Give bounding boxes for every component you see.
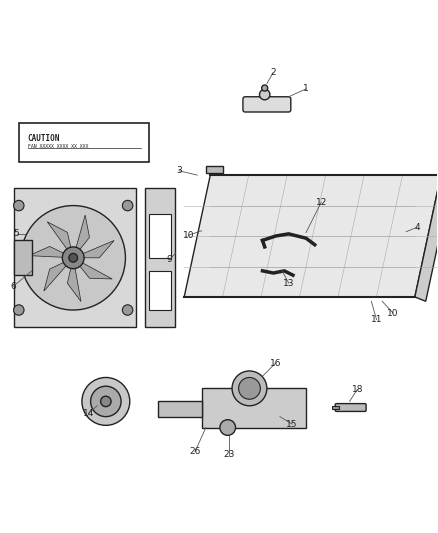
Circle shape — [232, 371, 267, 406]
Text: 5: 5 — [14, 229, 20, 238]
Circle shape — [62, 247, 84, 269]
Circle shape — [21, 206, 125, 310]
Bar — [149, 271, 171, 310]
Bar — [14, 188, 136, 327]
Text: CAUTION: CAUTION — [28, 134, 60, 143]
Polygon shape — [201, 389, 306, 427]
Bar — [158, 401, 201, 417]
Polygon shape — [206, 166, 223, 173]
Text: 14: 14 — [83, 409, 94, 418]
Circle shape — [14, 200, 24, 211]
Text: 4: 4 — [414, 223, 420, 232]
Polygon shape — [73, 215, 89, 258]
Bar — [145, 188, 176, 327]
Text: 23: 23 — [223, 450, 234, 459]
Polygon shape — [67, 258, 81, 302]
Polygon shape — [47, 222, 73, 258]
Text: 10: 10 — [183, 231, 194, 240]
Circle shape — [82, 377, 130, 425]
Circle shape — [220, 419, 236, 435]
Text: 12: 12 — [316, 198, 327, 207]
Polygon shape — [29, 246, 73, 258]
Circle shape — [259, 90, 270, 100]
Polygon shape — [73, 258, 112, 279]
Circle shape — [261, 85, 268, 91]
Bar — [149, 214, 171, 258]
Polygon shape — [73, 240, 114, 258]
Circle shape — [14, 305, 24, 315]
Circle shape — [101, 396, 111, 407]
Bar — [19, 123, 149, 162]
Text: 13: 13 — [283, 279, 294, 287]
Circle shape — [91, 386, 121, 417]
Circle shape — [122, 200, 133, 211]
Polygon shape — [44, 258, 73, 291]
Text: 15: 15 — [286, 419, 298, 429]
Circle shape — [239, 377, 260, 399]
Text: 3: 3 — [176, 166, 182, 175]
Text: FAN XXXXX XXXX XX XXX: FAN XXXXX XXXX XX XXX — [28, 144, 88, 149]
Text: 2: 2 — [270, 68, 276, 77]
Text: 9: 9 — [166, 255, 172, 264]
Bar — [332, 406, 339, 409]
Text: 6: 6 — [11, 281, 17, 290]
FancyBboxPatch shape — [335, 403, 366, 411]
FancyBboxPatch shape — [243, 97, 291, 112]
Text: 16: 16 — [270, 359, 281, 368]
Polygon shape — [14, 240, 32, 275]
Text: 1: 1 — [303, 84, 309, 93]
Text: 11: 11 — [371, 315, 382, 324]
Polygon shape — [184, 175, 438, 297]
Circle shape — [69, 254, 78, 262]
Text: 26: 26 — [189, 447, 201, 456]
Polygon shape — [415, 175, 438, 301]
Circle shape — [122, 305, 133, 315]
Text: 10: 10 — [387, 309, 399, 318]
Text: 18: 18 — [352, 385, 363, 394]
